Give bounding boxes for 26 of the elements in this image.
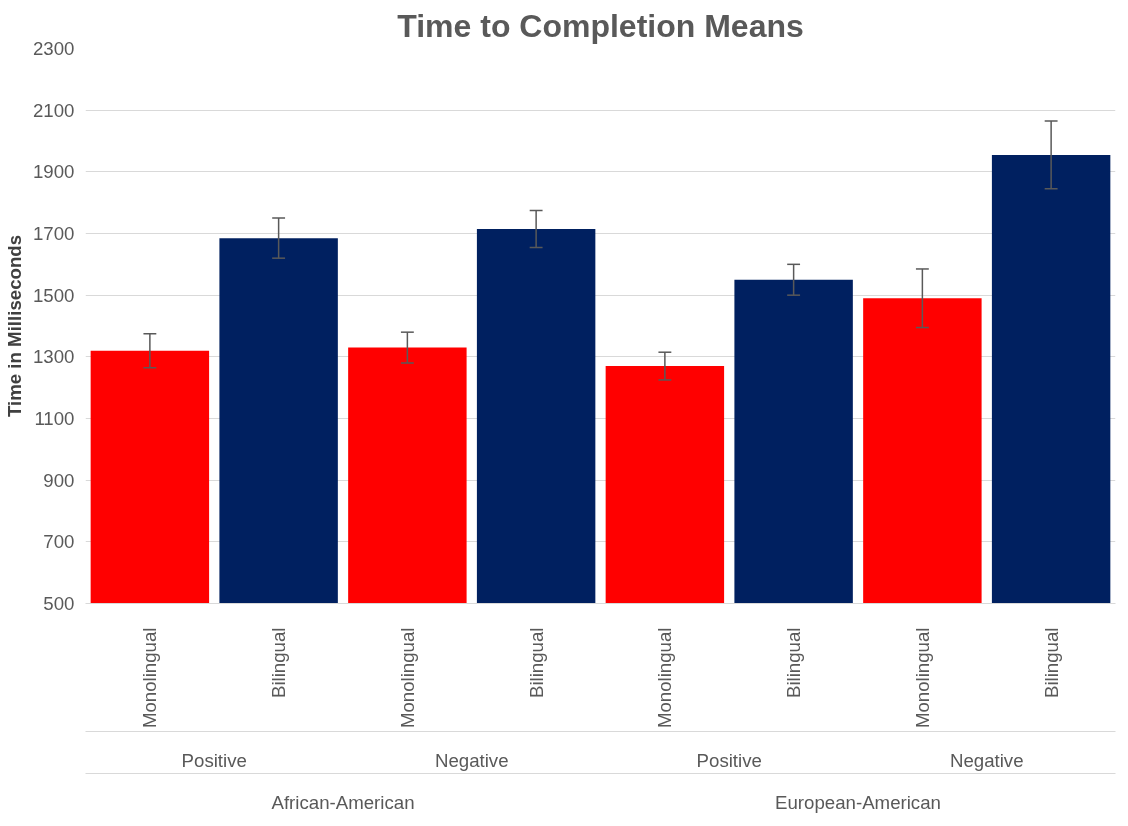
y-tick-label: 1700 [33,223,75,244]
x-tick-label: Monolingual [911,627,933,729]
x-tick-label: Monolingual [654,627,676,729]
text: European-American [775,791,941,813]
text: Negative [949,749,1024,771]
x-tick-label: Bilingual [1040,627,1062,699]
y-tick-label: 2300 [33,38,75,59]
y-tick-label: 500 [43,593,75,614]
x-tick-label: Bilingual [268,627,290,699]
y-axis-title: Time in Milliseconds [4,234,25,418]
y-tick-label: 1900 [33,161,75,183]
text: Positive [181,749,247,771]
x-tick-label: Monolingual [139,627,161,729]
x-tick-label: Monolingual [396,627,418,729]
y-tick-label: 2100 [33,99,75,121]
text: Negative [434,749,509,771]
x-tick-label: Bilingual [525,627,547,699]
chart-title: Time to Completion Means [397,7,804,44]
text: Positive [696,749,762,771]
x-tick-label: Bilingual [783,627,805,699]
text: African-American [271,791,415,813]
y-tick-label: 1300 [33,346,75,368]
y-tick-label: 1500 [33,284,75,306]
y-tick-label: 700 [43,531,75,553]
y-tick-label: 900 [43,469,75,491]
y-tick-label: 1100 [34,408,75,429]
